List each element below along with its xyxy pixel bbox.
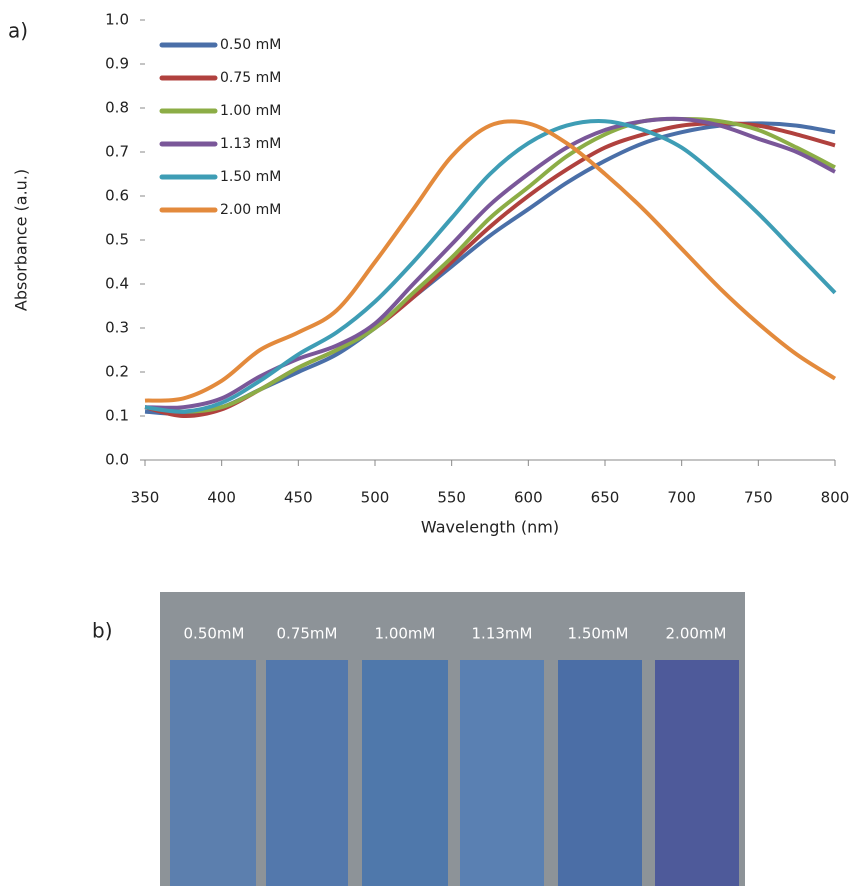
vial (170, 660, 256, 886)
legend-label: 0.50 mM (220, 37, 281, 53)
photo-label: 2.00mM (666, 625, 727, 643)
y-tick-label: 0.3 (105, 319, 129, 337)
photo-label: 0.50mM (184, 625, 245, 643)
vial (460, 660, 544, 886)
legend-label: 1.13 mM (220, 136, 281, 152)
x-tick-label: 700 (667, 489, 696, 507)
data-line (145, 121, 835, 400)
y-tick-label: 0.5 (105, 231, 129, 249)
data-line (145, 123, 835, 416)
y-tick-label: 0.9 (105, 55, 129, 73)
figure: a) Absorbance (a.u.) Wavelength (nm) b) … (0, 0, 853, 886)
y-tick-label: 0.2 (105, 363, 129, 381)
data-line (145, 119, 835, 408)
vial (655, 660, 739, 886)
legend-label: 1.00 mM (220, 103, 281, 119)
data-line (145, 119, 835, 412)
x-tick-label: 350 (131, 489, 160, 507)
y-tick-label: 0.7 (105, 143, 129, 161)
vial (362, 660, 448, 886)
y-axis-label: Absorbance (a.u.) (12, 169, 31, 311)
x-tick-label: 550 (437, 489, 466, 507)
photo-label: 1.00mM (375, 625, 436, 643)
legend-label: 0.75 mM (220, 70, 281, 86)
data-line (145, 121, 835, 412)
y-tick-label: 1.0 (105, 11, 129, 29)
legend-label: 1.50 mM (220, 169, 281, 185)
photo-label: 1.13mM (472, 625, 533, 643)
x-tick-label: 600 (514, 489, 543, 507)
y-tick-label: 0.4 (105, 275, 129, 293)
y-tick-label: 0.8 (105, 99, 129, 117)
panel-label: b) (92, 619, 113, 643)
data-line (145, 123, 835, 414)
y-tick-label: 0.6 (105, 187, 129, 205)
x-tick-label: 500 (361, 489, 390, 507)
vial (558, 660, 642, 886)
x-tick-label: 800 (821, 489, 850, 507)
x-tick-label: 650 (591, 489, 620, 507)
x-tick-label: 400 (207, 489, 236, 507)
vial (266, 660, 348, 886)
panel-label: a) (8, 19, 28, 43)
y-tick-label: 0.1 (105, 407, 129, 425)
photo-label: 1.50mM (568, 625, 629, 643)
y-tick-label: 0.0 (105, 451, 129, 469)
x-axis-label: Wavelength (nm) (421, 518, 559, 537)
x-tick-label: 750 (744, 489, 773, 507)
photo (160, 592, 745, 886)
photo-label: 0.75mM (277, 625, 338, 643)
x-tick-label: 450 (284, 489, 313, 507)
legend-label: 2.00 mM (220, 202, 281, 218)
